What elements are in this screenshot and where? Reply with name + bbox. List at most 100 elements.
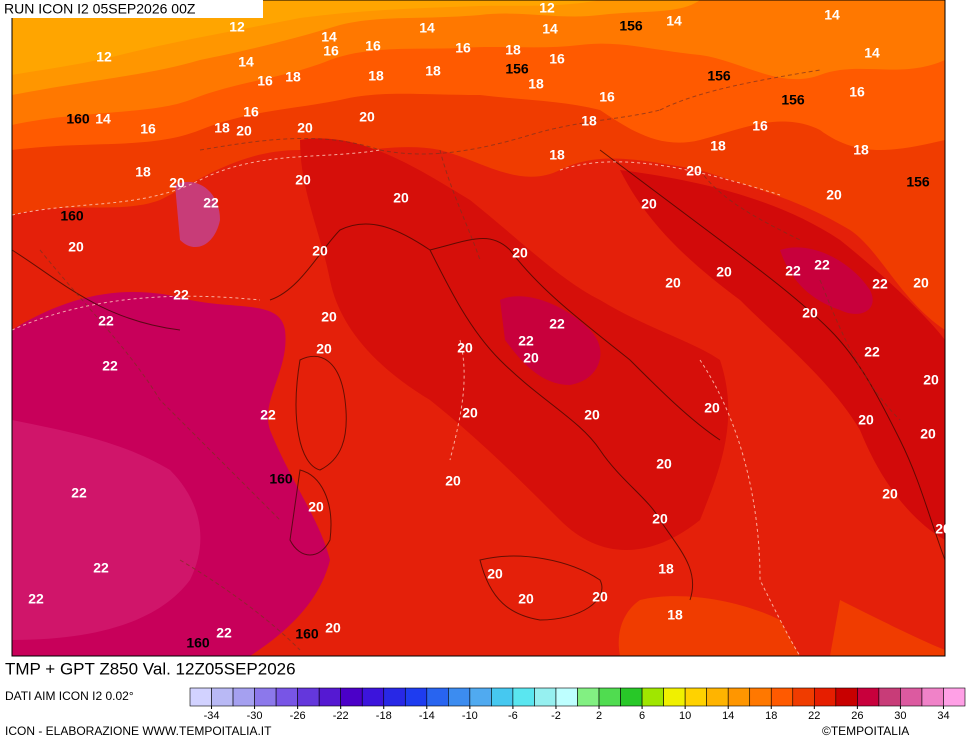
colorbar-tick-label: -22	[333, 710, 349, 722]
credit: ICON - ELABORAZIONE WWW.TEMPOITALIA.IT	[5, 724, 272, 738]
colorbar-tick-label: 22	[808, 710, 820, 722]
color-swatch	[663, 687, 686, 707]
color-swatch	[275, 687, 298, 707]
copyright: ©TEMPOITALIA	[822, 724, 909, 738]
color-swatch	[577, 687, 600, 707]
temperature-label: 12	[539, 0, 555, 16]
temperature-label: 22	[173, 287, 189, 303]
color-swatch	[469, 687, 492, 707]
color-swatch	[814, 687, 837, 707]
temperature-label: 20	[297, 120, 313, 136]
color-swatch	[727, 687, 751, 707]
temperature-label: 22	[814, 257, 830, 273]
temperature-label: 16	[365, 38, 381, 54]
temperature-label: 18	[368, 68, 384, 84]
temperature-label: 14	[238, 54, 254, 70]
temperature-label: 16	[849, 84, 865, 100]
temperature-label: 20	[457, 340, 473, 356]
temperature-label: 18	[581, 113, 597, 129]
geopotential-label: 160	[295, 626, 319, 642]
temperature-label: 22	[518, 333, 534, 349]
field-10-12	[12, 0, 600, 75]
geopotential-label: 160	[186, 635, 210, 651]
colorbar-tick-label: -10	[462, 710, 478, 722]
temperature-label: 18	[135, 164, 151, 180]
temperature-label: 22	[102, 358, 118, 374]
color-swatch	[512, 687, 535, 707]
colorbar-tick-label: 14	[722, 710, 734, 722]
color-swatch	[232, 687, 255, 707]
temperature-label: 22	[260, 407, 276, 423]
temperature-label: 20	[882, 486, 898, 502]
temperature-label: 20	[321, 309, 337, 325]
color-swatch	[297, 687, 320, 707]
temperature-label: 20	[518, 591, 534, 607]
temperature-label: 18	[667, 607, 683, 623]
temperature-label: 22	[216, 625, 232, 641]
coastlines	[11, 149, 946, 621]
temperature-label: 20	[923, 372, 939, 388]
temperature-label: 20	[802, 305, 818, 321]
geopotential-label: 156	[906, 174, 930, 190]
geopotential-label: 156	[707, 68, 731, 84]
temperature-label: 20	[652, 511, 668, 527]
color-swatch	[448, 687, 471, 707]
temperature-label: 20	[393, 190, 409, 206]
color-swatch	[534, 687, 557, 707]
color-swatch	[491, 687, 514, 707]
temperature-label: 20	[920, 426, 936, 442]
temperature-label: 22	[93, 560, 109, 576]
temperature-label: 16	[243, 104, 259, 120]
temperature-label: 20	[641, 196, 657, 212]
map-area	[11, 0, 946, 657]
temperature-label: 20	[716, 264, 732, 280]
temperature-label: 20	[308, 499, 324, 515]
temperature-label: 14	[95, 111, 111, 127]
geopotential-label: 156	[505, 61, 529, 77]
geopotential-label: 160	[66, 111, 90, 127]
temperature-label: 20	[686, 163, 702, 179]
color-swatch	[555, 687, 578, 707]
colorbar-tick-label: 2	[596, 710, 602, 722]
temperature-label: 20	[359, 109, 375, 125]
colorbar-tick-label: 18	[765, 710, 777, 722]
temperature-label: 14	[321, 29, 337, 45]
source-label: DATI AIM ICON I2 0.02°	[5, 689, 134, 703]
temperature-label: 16	[323, 43, 339, 59]
geopotential-label: 156	[619, 18, 643, 34]
color-swatch	[706, 687, 729, 707]
colorbar-tick-label: -34	[204, 710, 220, 722]
color-swatch	[792, 687, 815, 707]
temperature-label: 20	[584, 407, 600, 423]
temperature-label: 18	[894, 663, 910, 679]
geopotential-label: 156	[781, 92, 805, 108]
color-swatch	[770, 687, 794, 707]
temperature-label: 20	[169, 175, 185, 191]
temperature-label: 20	[325, 620, 341, 636]
temperature-label: 20	[295, 172, 311, 188]
field-22-east	[620, 170, 945, 540]
colorbar-tick-label: -26	[290, 710, 306, 722]
color-swatch	[426, 687, 449, 707]
field-24-west	[12, 420, 201, 640]
field-18-20-south	[618, 596, 800, 656]
temperature-label: 18	[710, 138, 726, 154]
geopotential-label: 160	[60, 208, 84, 224]
color-swatch	[189, 687, 212, 707]
temperature-label: 16	[257, 73, 273, 89]
temperature-label: 22	[549, 316, 565, 332]
color-swatch	[383, 687, 406, 707]
color-swatch	[857, 687, 880, 707]
temperature-label: 20	[913, 275, 929, 291]
temperature-label: 16	[455, 40, 471, 56]
temperature-label: 20	[656, 456, 672, 472]
temperature-label: 18	[528, 76, 544, 92]
temperature-label: 20	[523, 350, 539, 366]
temperature-label: 14	[666, 13, 682, 29]
color-swatch	[620, 687, 643, 707]
temperature-label: 12	[229, 19, 245, 35]
temperature-label: 20	[312, 243, 328, 259]
temperature-label: 12	[96, 49, 112, 65]
colorbar-tick-label: -6	[508, 710, 518, 722]
